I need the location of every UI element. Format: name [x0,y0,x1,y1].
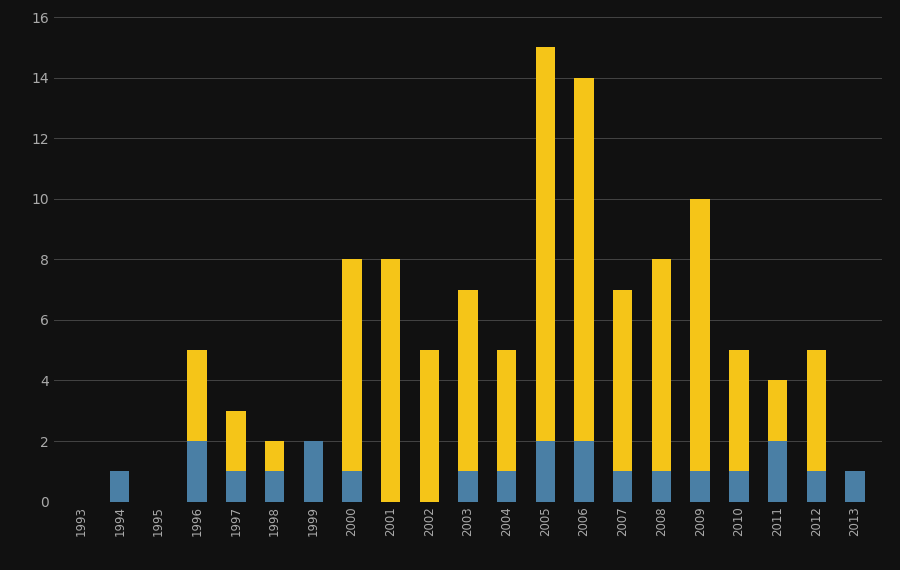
Bar [536,441,555,502]
Bar [265,471,284,502]
Bar [497,350,517,471]
Bar [110,471,130,502]
Bar [226,411,246,471]
Bar [613,290,633,471]
Bar [187,350,207,441]
Bar [458,290,478,471]
Bar [497,471,517,502]
Bar [187,441,207,502]
Bar [845,471,865,502]
Bar [729,350,749,471]
Bar [729,471,749,502]
Bar [381,259,400,502]
Bar [806,471,826,502]
Bar [768,381,788,441]
Bar [419,350,439,502]
Bar [536,47,555,441]
Bar [652,471,671,502]
Bar [690,199,710,471]
Bar [690,471,710,502]
Bar [574,78,594,441]
Bar [303,441,323,502]
Bar [458,471,478,502]
Bar [574,441,594,502]
Bar [613,471,633,502]
Bar [342,259,362,471]
Bar [226,471,246,502]
Bar [342,471,362,502]
Bar [806,350,826,471]
Bar [768,441,788,502]
Bar [265,441,284,471]
Bar [652,259,671,471]
